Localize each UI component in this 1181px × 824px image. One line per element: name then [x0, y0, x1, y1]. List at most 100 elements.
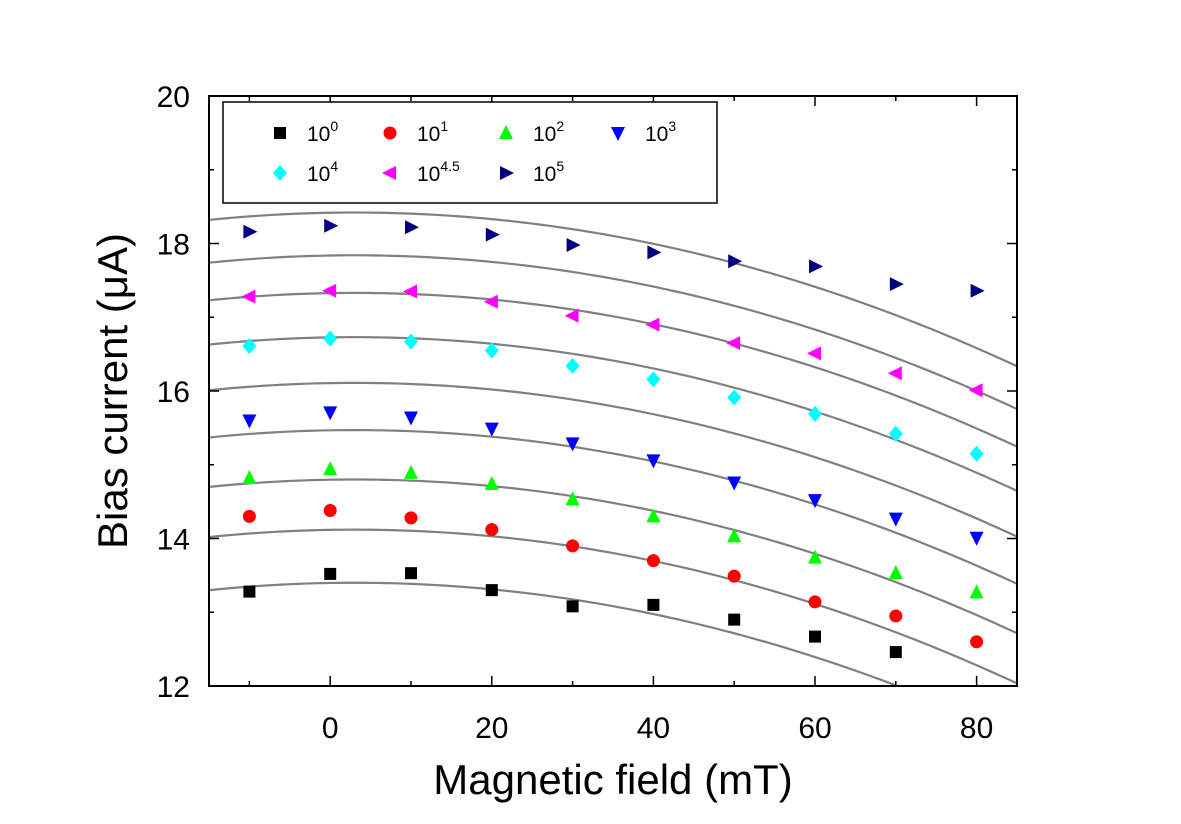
point-series-2-6 — [727, 528, 742, 543]
point-series-2-8 — [888, 565, 903, 580]
x-tick-label-3: 60 — [798, 712, 831, 745]
point-series-1-0 — [242, 509, 256, 523]
point-series-4-8 — [888, 425, 903, 442]
x-tick-label-0: 0 — [322, 712, 339, 745]
point-series-2-2 — [404, 464, 418, 479]
fit-curve-0 — [209, 581, 901, 686]
legend-marker-5 — [382, 166, 396, 180]
point-series-6-6 — [728, 254, 743, 269]
fit-curve-2 — [209, 478, 1017, 635]
point-series-5-2 — [403, 284, 417, 299]
point-series-0-3 — [485, 584, 498, 597]
point-series-5-7 — [807, 346, 821, 361]
point-series-4-9 — [969, 445, 984, 462]
point-series-4-2 — [404, 333, 418, 350]
tick-labels: 0 20 40 60 80 12 14 16 18 20 — [157, 81, 994, 745]
point-series-1-4 — [566, 539, 580, 553]
point-series-6-2 — [405, 220, 419, 235]
fit-curve-3 — [209, 428, 1017, 585]
x-tick-label-1: 20 — [475, 712, 508, 745]
point-series-1-5 — [646, 554, 660, 568]
point-series-3-0 — [242, 414, 257, 429]
point-series-0-1 — [324, 567, 337, 580]
point-series-3-1 — [323, 406, 338, 421]
point-series-0-5 — [647, 598, 660, 611]
point-series-1-9 — [970, 635, 984, 649]
y-tick-label-2: 16 — [157, 376, 190, 409]
point-series-0-2 — [405, 567, 417, 580]
legend-marker-2 — [499, 125, 513, 139]
point-series-3-2 — [404, 411, 418, 426]
point-series-2-5 — [646, 508, 661, 523]
point-series-2-3 — [484, 475, 499, 490]
point-series-1-8 — [889, 609, 903, 623]
point-series-2-1 — [323, 461, 338, 476]
point-series-3-9 — [969, 531, 984, 546]
legend: 100 101 102 103 104 104.5 105 — [222, 101, 718, 204]
y-tick-label-0: 12 — [157, 671, 190, 704]
point-series-2-0 — [242, 470, 257, 485]
x-tick-label-4: 80 — [960, 712, 993, 745]
y-tick-label-4: 20 — [157, 81, 190, 114]
point-series-1-7 — [808, 595, 822, 609]
fit-curve-6 — [209, 291, 1017, 448]
point-series-5-1 — [322, 283, 337, 298]
point-series-1-3 — [485, 523, 499, 537]
point-series-2-7 — [808, 549, 822, 564]
point-series-0-6 — [728, 613, 741, 626]
point-series-4-5 — [646, 371, 661, 388]
point-series-0-4 — [566, 600, 579, 613]
point-series-4-4 — [565, 357, 580, 374]
fit-curve-1 — [209, 528, 1017, 685]
point-series-6-4 — [566, 237, 581, 252]
fit-curve-8 — [209, 211, 1017, 368]
point-series-1-1 — [323, 503, 337, 517]
point-series-6-7 — [809, 259, 823, 274]
fit-curve-4 — [209, 381, 1017, 538]
point-series-4-7 — [808, 405, 822, 422]
legend-label-5: 104.5 — [417, 158, 460, 186]
legend-label-2: 102 — [533, 118, 564, 146]
fit-curve-7 — [209, 254, 1017, 411]
x-axis-title: Magnetic field (mT) — [433, 756, 792, 803]
point-series-4-1 — [323, 330, 338, 347]
point-series-3-4 — [565, 437, 580, 452]
point-series-6-5 — [647, 245, 662, 260]
legend-marker-6 — [500, 166, 514, 180]
point-series-2-9 — [969, 584, 984, 599]
legend-marker-4 — [273, 165, 287, 181]
point-series-6-9 — [970, 283, 985, 298]
point-series-1-6 — [727, 569, 741, 583]
point-series-6-8 — [889, 277, 904, 292]
x-tick-label-2: 40 — [637, 712, 670, 745]
point-series-1-2 — [404, 511, 418, 525]
point-series-3-7 — [808, 494, 822, 509]
point-series-5-3 — [483, 294, 498, 309]
legend-label-3: 103 — [645, 118, 676, 146]
point-series-6-1 — [324, 218, 339, 233]
point-series-5-6 — [726, 336, 741, 351]
legend-box — [222, 101, 718, 204]
y-axis-title: Bias current (μA) — [89, 233, 136, 549]
point-series-2-4 — [565, 491, 580, 506]
legend-label-6: 105 — [533, 158, 564, 186]
point-series-5-5 — [645, 317, 660, 332]
point-series-5-9 — [968, 383, 983, 398]
point-series-3-6 — [727, 476, 742, 491]
point-series-4-6 — [727, 389, 742, 406]
fit-curves — [209, 211, 1017, 686]
legend-label-4: 104 — [307, 158, 338, 186]
point-series-3-5 — [646, 454, 661, 469]
point-series-5-8 — [887, 366, 902, 381]
point-series-0-0 — [243, 585, 256, 598]
legend-label-0: 100 — [307, 118, 338, 146]
point-series-0-8 — [889, 646, 902, 659]
legend-marker-3 — [611, 127, 625, 141]
point-series-4-0 — [242, 338, 257, 355]
point-series-4-3 — [484, 342, 499, 359]
legend-label-1: 101 — [417, 118, 448, 146]
legend-marker-1 — [383, 126, 397, 140]
point-series-3-8 — [888, 512, 903, 527]
point-series-0-7 — [809, 630, 821, 643]
